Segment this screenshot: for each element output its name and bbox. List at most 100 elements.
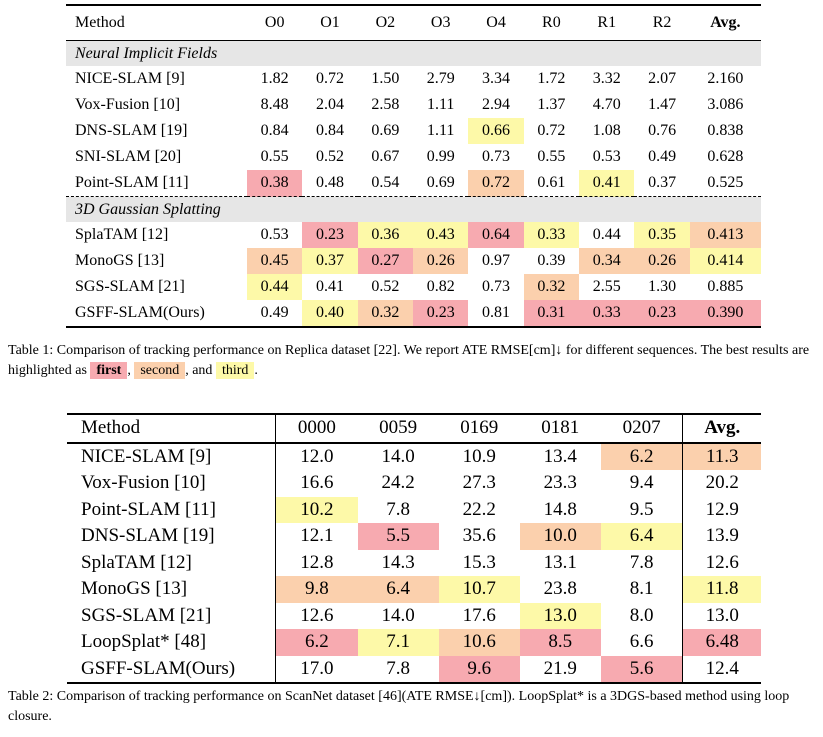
metric-cell: 14.0 bbox=[381, 445, 415, 467]
metric-cell: 16.6 bbox=[300, 472, 334, 494]
metric-cell: 23.8 bbox=[543, 578, 577, 600]
metric-cell: 10.9 bbox=[462, 445, 496, 467]
method-name: NICE-SLAM [9] bbox=[75, 70, 185, 87]
metric-cell: 1.11 bbox=[427, 122, 455, 139]
metric-cell: 0.72 bbox=[468, 170, 524, 197]
metric-cell: 0.81 bbox=[468, 300, 524, 328]
metric-cell: 0.82 bbox=[426, 278, 455, 295]
column-header: R0 bbox=[523, 5, 580, 41]
metric-cell: 4.70 bbox=[592, 96, 621, 113]
metric-cell: 1.30 bbox=[648, 278, 677, 295]
column-header: O2 bbox=[357, 5, 414, 41]
metric-cell: 0.52 bbox=[316, 148, 345, 165]
metric-cell: 0.23 bbox=[302, 222, 358, 248]
metric-cell: 2.94 bbox=[482, 96, 511, 113]
metric-cell: 0.72 bbox=[537, 122, 566, 139]
caption-text: Table 1: Comparison of tracking performa… bbox=[8, 343, 810, 378]
metric-cell: 7.1 bbox=[357, 629, 439, 656]
metric-cell: 0.43 bbox=[413, 222, 469, 248]
metric-cell: 0.64 bbox=[468, 222, 524, 248]
method-name: SNI-SLAM [20] bbox=[75, 148, 182, 165]
metric-cell: 0.69 bbox=[426, 174, 455, 191]
metric-cell: 0.54 bbox=[371, 174, 400, 191]
column-header: 0059 bbox=[357, 413, 439, 444]
metric-cell: 0.32 bbox=[357, 300, 414, 328]
column-header: 0000 bbox=[275, 413, 358, 444]
method-name: MonoGS [13] bbox=[75, 252, 165, 269]
metric-cell: 11.8 bbox=[682, 576, 761, 603]
column-header: 0207 bbox=[600, 413, 683, 444]
scannet-tracking-table: Method 0000 0059 0169 0181 0207 Avg. NICE-SLAM… bbox=[67, 413, 761, 684]
metric-cell: 14.8 bbox=[543, 498, 577, 520]
section-label: 3D Gaussian Splatting bbox=[66, 196, 761, 222]
metric-cell: 7.8 bbox=[629, 551, 654, 573]
metric-cell: 0.73 bbox=[482, 148, 511, 165]
metric-cell: 0.37 bbox=[648, 174, 677, 191]
metric-cell: 1.08 bbox=[592, 122, 621, 139]
replica-tracking-table: Method O0 O1 O2 O3 O4 R0 R1 R2 Avg. Neural Implic… bbox=[66, 4, 761, 328]
legend-second: second bbox=[134, 362, 186, 379]
metric-cell: 2.07 bbox=[648, 70, 677, 87]
metric-cell: 0.38 bbox=[247, 170, 303, 197]
column-header: O3 bbox=[413, 5, 469, 41]
metric-cell: 13.0 bbox=[519, 602, 601, 629]
metric-cell: 0.73 bbox=[482, 278, 511, 295]
metric-cell: 0.413 bbox=[689, 222, 761, 248]
section-neural-implicit-fields: Neural Implicit Fields bbox=[66, 40, 761, 66]
metric-cell: 0.67 bbox=[371, 148, 400, 165]
legend-first: first bbox=[90, 362, 128, 379]
metric-cell: 5.5 bbox=[357, 523, 439, 550]
method-name: GSFF-SLAM(Ours) bbox=[67, 655, 276, 684]
metric-cell: 17.0 bbox=[275, 655, 358, 684]
metric-cell: 0.66 bbox=[468, 118, 524, 144]
table2-caption: Table 2: Comparison of tracking performa… bbox=[8, 689, 790, 724]
metric-cell: 12.1 bbox=[300, 525, 334, 547]
metric-cell: 0.44 bbox=[592, 226, 621, 243]
metric-cell: 3.086 bbox=[707, 96, 744, 113]
metric-cell: 0.53 bbox=[592, 148, 621, 165]
metric-cell: 0.26 bbox=[634, 248, 690, 274]
metric-cell: 0.838 bbox=[707, 122, 744, 139]
metric-cell: 0.33 bbox=[579, 300, 635, 328]
table-row: Point-SLAM [11] 10.2 7.8 22.2 14.8 9.5 12.9 bbox=[67, 496, 761, 523]
column-header: Method bbox=[66, 5, 247, 41]
table-row: DNS-SLAM [19] 0.84 0.84 0.69 1.11 0.66 0.72 1.0… bbox=[66, 118, 761, 144]
metric-cell: 0.414 bbox=[689, 248, 761, 274]
metric-cell: 2.160 bbox=[707, 70, 744, 87]
metric-cell: 7.8 bbox=[357, 655, 439, 684]
metric-cell: 3.32 bbox=[592, 70, 621, 87]
metric-cell: 0.36 bbox=[357, 222, 414, 248]
table-row: NICE-SLAM [9] 1.82 0.72 1.50 2.79 3.34 1.72 3.3… bbox=[66, 66, 761, 92]
table1-caption: Table 1: Comparison of tracking performa… bbox=[8, 341, 816, 381]
method-name: SGS-SLAM [21] bbox=[75, 278, 185, 295]
caption-sep: , and bbox=[185, 363, 213, 378]
column-header: Method bbox=[67, 413, 276, 444]
section-3d-gaussian-splatting: 3D Gaussian Splatting bbox=[66, 196, 761, 222]
table1-header-row: Method O0 O1 O2 O3 O4 R0 R1 R2 Avg. bbox=[66, 5, 761, 41]
metric-cell: 10.7 bbox=[438, 576, 520, 603]
metric-cell: 2.58 bbox=[371, 96, 400, 113]
method-name: SplaTAM [12] bbox=[75, 226, 169, 243]
metric-cell: 12.4 bbox=[682, 655, 761, 684]
metric-cell: 0.49 bbox=[648, 148, 677, 165]
metric-cell: 13.1 bbox=[543, 551, 577, 573]
metric-cell: 1.72 bbox=[537, 70, 566, 87]
metric-cell: 22.2 bbox=[462, 498, 496, 520]
metric-cell: 9.6 bbox=[438, 655, 520, 684]
metric-cell: 5.6 bbox=[600, 655, 683, 684]
table-row: SplaTAM [12] 0.53 0.23 0.36 0.43 0.64 0.33 0.44… bbox=[66, 222, 761, 248]
metric-cell: 12.8 bbox=[300, 551, 334, 573]
table-row: NICE-SLAM [9] 12.0 14.0 10.9 13.4 6.2 11.3 bbox=[67, 442, 761, 470]
metric-cell: 0.26 bbox=[413, 248, 469, 274]
column-header: 0169 bbox=[438, 413, 520, 444]
metric-cell: 0.885 bbox=[707, 278, 744, 295]
metric-cell: 15.3 bbox=[462, 551, 496, 573]
column-header: R1 bbox=[579, 5, 635, 41]
method-name: NICE-SLAM [9] bbox=[67, 442, 276, 470]
metric-cell: 0.53 bbox=[260, 226, 289, 243]
metric-cell: 1.37 bbox=[537, 96, 566, 113]
metric-cell: 0.390 bbox=[689, 300, 761, 328]
table-row: MonoGS [13] 9.8 6.4 10.7 23.8 8.1 11.8 bbox=[67, 576, 761, 603]
metric-cell: 0.45 bbox=[247, 248, 303, 274]
table2-header-row: Method 0000 0059 0169 0181 0207 Avg. bbox=[67, 413, 761, 444]
